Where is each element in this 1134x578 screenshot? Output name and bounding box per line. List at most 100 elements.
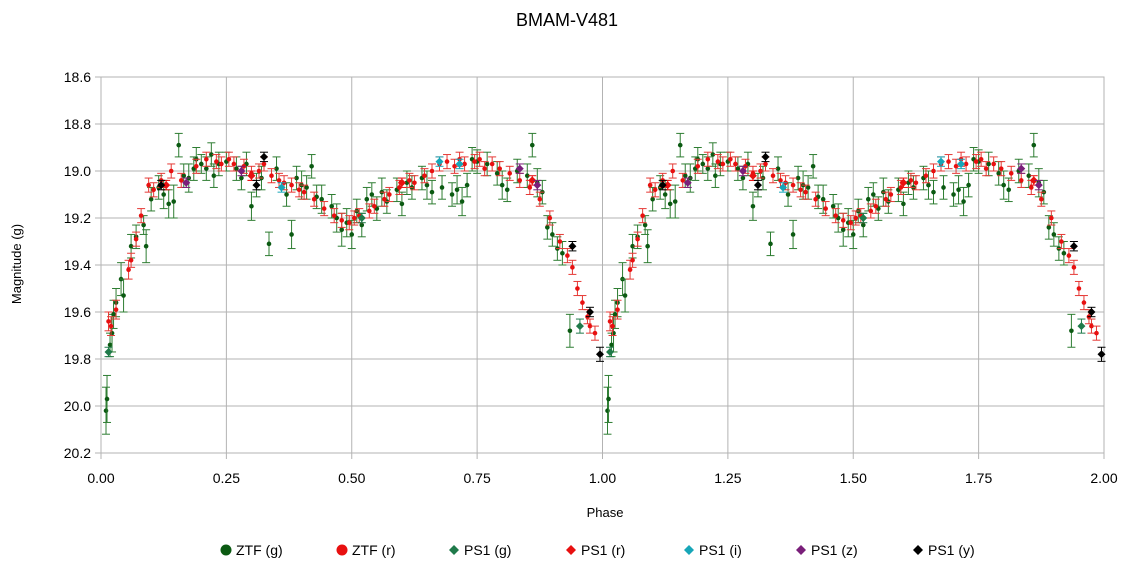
legend-label: ZTF (r) [352, 542, 396, 558]
data-point [931, 168, 936, 174]
data-point [289, 232, 294, 237]
data-point [580, 300, 585, 305]
data-point [168, 168, 174, 174]
data-point [143, 243, 149, 249]
data-point [720, 161, 726, 167]
data-point [1066, 253, 1072, 258]
data-point [682, 173, 688, 178]
legend-label: PS1 (r) [581, 542, 625, 558]
data-point [515, 164, 524, 173]
data-point [946, 159, 951, 164]
data-point [1069, 328, 1074, 334]
data-point [609, 342, 614, 348]
data-point [1089, 323, 1094, 329]
data-point [103, 408, 109, 414]
data-point [1059, 239, 1064, 244]
data-point [1049, 215, 1054, 221]
data-point [294, 175, 299, 181]
data-point [953, 164, 959, 169]
x-tick-label: 1.75 [965, 470, 992, 486]
data-point [913, 180, 919, 186]
grid [100, 76, 1105, 454]
data-point [199, 161, 204, 167]
data-point [610, 323, 615, 329]
legend-label: PS1 (y) [928, 542, 975, 558]
data-point [104, 396, 110, 402]
data-point [715, 159, 721, 164]
data-point [301, 189, 307, 195]
data-point [957, 159, 966, 168]
legend-label: PS1 (i) [699, 542, 742, 558]
data-point [550, 232, 555, 237]
data-point [126, 267, 131, 273]
data-point [587, 323, 593, 329]
data-point [795, 175, 801, 181]
data-point [973, 159, 979, 164]
data-point [998, 166, 1004, 171]
data-point [830, 203, 836, 209]
x-tick-label: 2.00 [1090, 470, 1117, 486]
data-point [1018, 178, 1024, 183]
data-point [146, 182, 151, 188]
data-point [499, 182, 505, 188]
data-point [387, 192, 392, 197]
data-point [1071, 265, 1077, 270]
data-point [865, 196, 871, 202]
data-point [157, 181, 166, 190]
data-point [412, 180, 417, 186]
data-point [276, 178, 282, 183]
chart-title: BMAM-V481 [516, 10, 618, 30]
data-point [367, 208, 372, 214]
data-point [778, 178, 783, 183]
data-point [662, 192, 668, 197]
data-point [104, 347, 113, 356]
data-point [214, 159, 219, 164]
data-point [454, 187, 460, 193]
data-point [622, 293, 628, 298]
data-point [779, 183, 788, 192]
data-point [166, 201, 172, 207]
legend-item: PS1 (z) [796, 542, 858, 558]
y-tick-label: 20.0 [64, 398, 91, 414]
data-point [931, 189, 936, 195]
data-point [663, 181, 672, 190]
data-point [1028, 185, 1034, 190]
data-point [677, 142, 683, 148]
data-point [108, 323, 114, 329]
data-point [961, 199, 966, 204]
x-tick-label: 1.25 [714, 470, 741, 486]
data-point [966, 182, 971, 188]
data-point [658, 181, 667, 190]
legend-item: PS1 (g) [449, 542, 511, 558]
data-point [611, 330, 616, 336]
data-point [595, 350, 604, 359]
data-point [733, 161, 738, 167]
data-point [319, 196, 324, 202]
legend-marker [913, 545, 923, 555]
data-point [899, 178, 908, 187]
data-point [449, 192, 455, 197]
data-point [710, 152, 716, 157]
data-point [161, 192, 166, 197]
data-point [107, 342, 113, 348]
data-point [121, 293, 126, 298]
series-ps1-z [182, 163, 1043, 191]
data-point [527, 185, 533, 190]
y-tick-label: 18.8 [64, 116, 91, 132]
data-point [204, 156, 209, 162]
data-point [1069, 242, 1078, 251]
data-point [748, 171, 757, 180]
data-point [484, 161, 490, 167]
data-point [763, 161, 768, 167]
data-point [266, 241, 272, 247]
data-point [304, 185, 309, 190]
data-point [259, 152, 268, 161]
data-point [750, 203, 756, 209]
data-point [652, 187, 658, 193]
data-point [407, 178, 412, 183]
data-point [111, 312, 116, 317]
data-point [605, 408, 610, 414]
data-point [439, 185, 445, 190]
y-tick-label: 19.0 [64, 163, 91, 179]
data-point [545, 225, 550, 230]
